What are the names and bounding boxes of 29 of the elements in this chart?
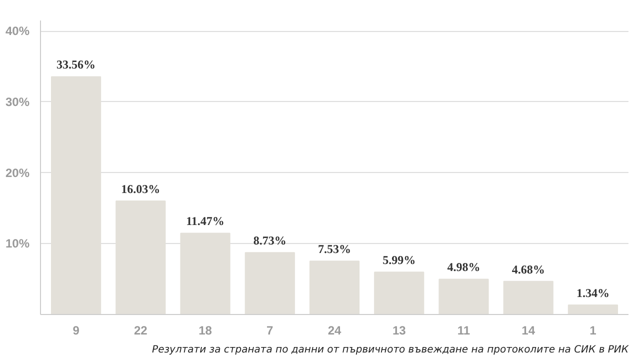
y-tick-label: 20% (5, 166, 30, 180)
data-label: 8.73% (253, 234, 286, 248)
bar (438, 278, 489, 314)
bar (568, 304, 618, 314)
x-tick-label: 24 (328, 324, 342, 338)
x-tick-label: 7 (266, 324, 274, 338)
x-tick-label: 11 (457, 324, 470, 338)
bar (244, 252, 295, 314)
data-label: 5.99% (382, 253, 416, 268)
data-label: 1.34% (576, 286, 610, 300)
data-label: 33.56% (56, 58, 96, 72)
text: Резултати за страната по данни от първичното въвеждане на протоколите на СИК в РИК (152, 344, 630, 356)
x-tick-label: 13 (392, 324, 406, 338)
x-tick-label: 1 (590, 324, 597, 338)
x-tick-label: 14 (522, 324, 536, 338)
x-tick-label: 9 (72, 324, 80, 338)
data-label: 7.53% (318, 242, 351, 256)
y-tick-label: 10% (5, 236, 30, 251)
y-tick-label: 30% (5, 94, 30, 109)
x-tick-label: 22 (134, 324, 148, 338)
bar (309, 260, 360, 314)
x-tick-label: 18 (198, 324, 212, 338)
bar (374, 272, 424, 314)
data-label: 4.98% (447, 260, 480, 274)
data-label: 16.03% (121, 182, 160, 196)
bar (503, 280, 554, 314)
y-tick-label: 40% (5, 24, 30, 38)
data-label: 11.47% (186, 214, 224, 228)
data-label: 4.68% (512, 262, 545, 276)
